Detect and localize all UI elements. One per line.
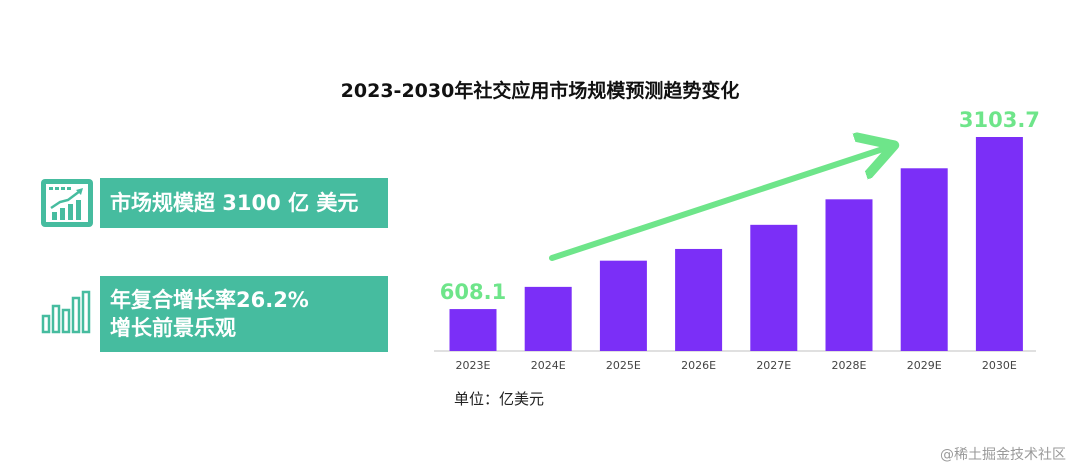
bar-2024E [524, 286, 572, 351]
x-tick-label: 2029E [907, 359, 942, 372]
x-tick-label: 2025E [606, 359, 641, 372]
bar-2029E [900, 168, 948, 351]
bar-2030E [975, 137, 1023, 351]
cagr-text: 年复合增长率26.2% [110, 288, 309, 312]
bar-2025E [599, 260, 647, 351]
data-label: 608.1 [440, 280, 506, 304]
bar-2027E [750, 224, 798, 351]
bar-2028E [825, 199, 873, 351]
x-tick-label: 2024E [531, 359, 566, 372]
bar-2026E [675, 248, 723, 351]
data-label: 3103.7 [959, 108, 1040, 132]
watermark: @稀土掘金技术社区 [940, 447, 1066, 463]
unit-label: 单位：亿美元 [454, 390, 545, 408]
outlook-text: 增长前景乐观 [110, 316, 236, 340]
x-tick-label: 2028E [832, 359, 867, 372]
bar-2023E [449, 309, 497, 351]
cagr-panel: 年复合增长率26.2% 增长前景乐观 [100, 276, 388, 352]
trend-arrow [549, 149, 883, 261]
market-size-text: 市场规模超 3100 亿 美元 [110, 191, 359, 215]
x-tick-label: 2030E [982, 359, 1017, 372]
bar-chart-icon [40, 290, 94, 334]
growth-chart-icon [40, 178, 94, 228]
x-tick-label: 2026E [681, 359, 716, 372]
x-tick-label: 2027E [756, 359, 791, 372]
x-tick-label: 2023E [456, 359, 491, 372]
market-size-panel: 市场规模超 3100 亿 美元 [100, 178, 388, 228]
chart-title: 2023-2030年社交应用市场规模预测趋势变化 [340, 80, 740, 102]
